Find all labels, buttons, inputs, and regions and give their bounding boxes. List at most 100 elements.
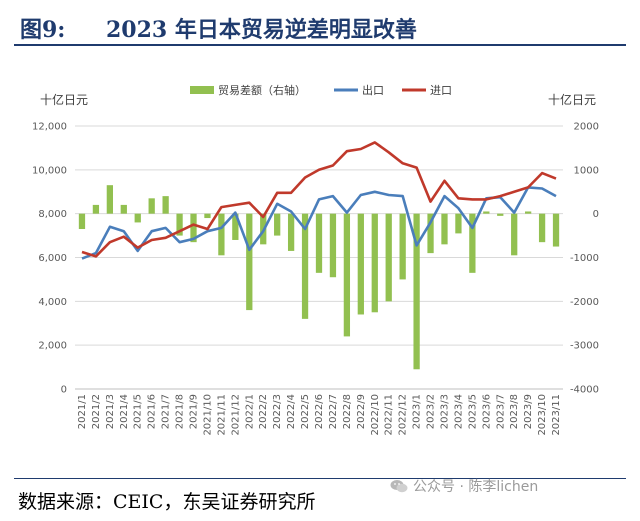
balance-bar: [441, 213, 448, 245]
right-tick-label: 2000: [574, 122, 599, 133]
balance-bar: [483, 211, 490, 214]
trade-chart: 贸易差额（右轴） 出口 进口 十亿日元 十亿日元 0 -4000 2,000 -3000 4…: [32, 83, 599, 436]
balance-bar: [134, 213, 141, 223]
watermark-text: 公众号 · 陈李lichen: [413, 479, 539, 495]
balance-bar: [413, 213, 420, 370]
x-tick-label: 2021/4: [119, 394, 130, 429]
x-tick-label: 2022/1: [244, 394, 255, 429]
balance-bar: [190, 213, 197, 243]
x-tick-label: 2023/2: [426, 394, 437, 429]
left-tick-label: 2,000: [38, 341, 67, 352]
x-tick-label: 2023/11: [551, 394, 562, 436]
balance-bar: [120, 204, 127, 214]
x-tick-label: 2022/2: [258, 394, 269, 429]
wechat-icon: [390, 480, 408, 493]
x-tick-label: 2022/9: [356, 394, 367, 429]
x-tick-label: 2021/9: [189, 394, 200, 429]
left-axis-unit: 十亿日元: [40, 92, 88, 107]
balance-bars: [78, 185, 560, 370]
x-tick-label: 2021/12: [230, 394, 241, 436]
axes: 0 -4000 2,000 -3000 4,000 -2000 6,000 -1000 8,00…: [32, 122, 599, 436]
x-tick-label: 2022/7: [328, 394, 339, 429]
balance-bar: [455, 213, 462, 234]
balance-bar: [385, 213, 392, 302]
x-tick-label: 2022/3: [272, 394, 283, 429]
chart-legend: 贸易差额（右轴） 出口 进口: [190, 83, 452, 97]
right-axis-unit: 十亿日元: [548, 92, 596, 107]
right-tick-label: -2000: [570, 297, 599, 308]
right-tick-label: -3000: [570, 341, 599, 352]
watermark: 公众号 · 陈李lichen: [390, 476, 538, 496]
balance-bar: [176, 213, 183, 236]
figure-label: 图9:: [20, 17, 66, 43]
x-tick-label: 2021/1: [77, 394, 88, 429]
x-tick-label: 2021/10: [202, 394, 213, 436]
balance-bar: [106, 185, 113, 214]
x-tick-label: 2022/5: [300, 394, 311, 429]
x-tick-label: 2023/5: [467, 394, 478, 429]
x-tick-label: 2021/2: [91, 394, 102, 429]
balance-bar: [218, 213, 225, 256]
x-tick-label: 2021/8: [175, 394, 186, 429]
balance-bar: [274, 213, 281, 236]
x-tick-label: 2022/10: [370, 394, 381, 436]
footer-divider: [14, 478, 626, 479]
x-tick-label: 2021/5: [133, 394, 144, 429]
series-lines: [81, 141, 557, 260]
balance-bar: [301, 213, 309, 319]
x-tick-label: 2023/1: [412, 394, 423, 429]
left-tick-label: 10,000: [32, 165, 67, 176]
legend-swatch-bar: [190, 86, 214, 94]
balance-bar: [538, 213, 546, 243]
x-tick-label: 2023/9: [523, 394, 534, 429]
x-tick-label: 2021/7: [161, 394, 172, 429]
x-tick-label: 2022/6: [314, 394, 325, 429]
x-tick-label: 2021/6: [147, 394, 158, 429]
legend-label: 贸易差额（右轴）: [218, 83, 306, 97]
balance-bar: [315, 213, 323, 273]
balance-bar: [427, 213, 434, 254]
x-tick-label: 2021/3: [105, 394, 116, 429]
right-tick-label: 1000: [574, 165, 599, 176]
x-tick-label: 2023/6: [481, 394, 492, 429]
legend-label: 出口: [362, 83, 384, 97]
x-tick-label: 2022/4: [286, 394, 297, 429]
import-line: [81, 141, 557, 258]
x-tick-label: 2022/12: [398, 394, 409, 436]
balance-bar: [511, 213, 518, 256]
x-tick-label: 2023/4: [453, 394, 464, 429]
balance-bar: [399, 213, 406, 280]
balance-bar: [525, 211, 532, 214]
left-tick-label: 4,000: [38, 297, 67, 308]
right-tick-label: -4000: [570, 385, 599, 396]
balance-bar: [92, 204, 100, 214]
left-tick-label: 6,000: [38, 253, 67, 264]
balance-bar: [497, 213, 504, 216]
export-line: [81, 186, 557, 260]
balance-bar: [246, 213, 253, 311]
balance-bar: [148, 198, 155, 214]
x-tick-label: 2023/3: [439, 394, 450, 429]
balance-bar: [162, 196, 169, 214]
left-tick-label: 12,000: [32, 122, 67, 133]
balance-bar: [232, 213, 239, 240]
data-source: 数据来源：CEIC，东吴证券研究所: [18, 491, 316, 513]
left-tick-label: 0: [61, 385, 67, 396]
legend-label: 进口: [430, 84, 452, 97]
balance-bar: [329, 213, 337, 278]
title-divider: [14, 44, 626, 46]
balance-bar: [78, 213, 86, 230]
right-tick-label: 0: [593, 209, 599, 220]
x-tick-label: 2022/11: [384, 394, 395, 436]
x-tick-label: 2023/7: [495, 394, 506, 429]
x-tick-label: 2023/10: [537, 394, 548, 436]
right-tick-label: -1000: [570, 253, 599, 264]
figure-header: 图9: 2023 年日本贸易逆差明显改善: [14, 6, 626, 44]
x-tick-label: 2021/11: [216, 394, 227, 436]
balance-bar: [469, 213, 476, 273]
left-tick-label: 8,000: [38, 209, 67, 220]
balance-bar: [287, 213, 295, 251]
x-tick-label: 2022/8: [342, 394, 353, 429]
figure-title: 2023 年日本贸易逆差明显改善: [106, 17, 417, 43]
balance-bar: [357, 213, 364, 315]
